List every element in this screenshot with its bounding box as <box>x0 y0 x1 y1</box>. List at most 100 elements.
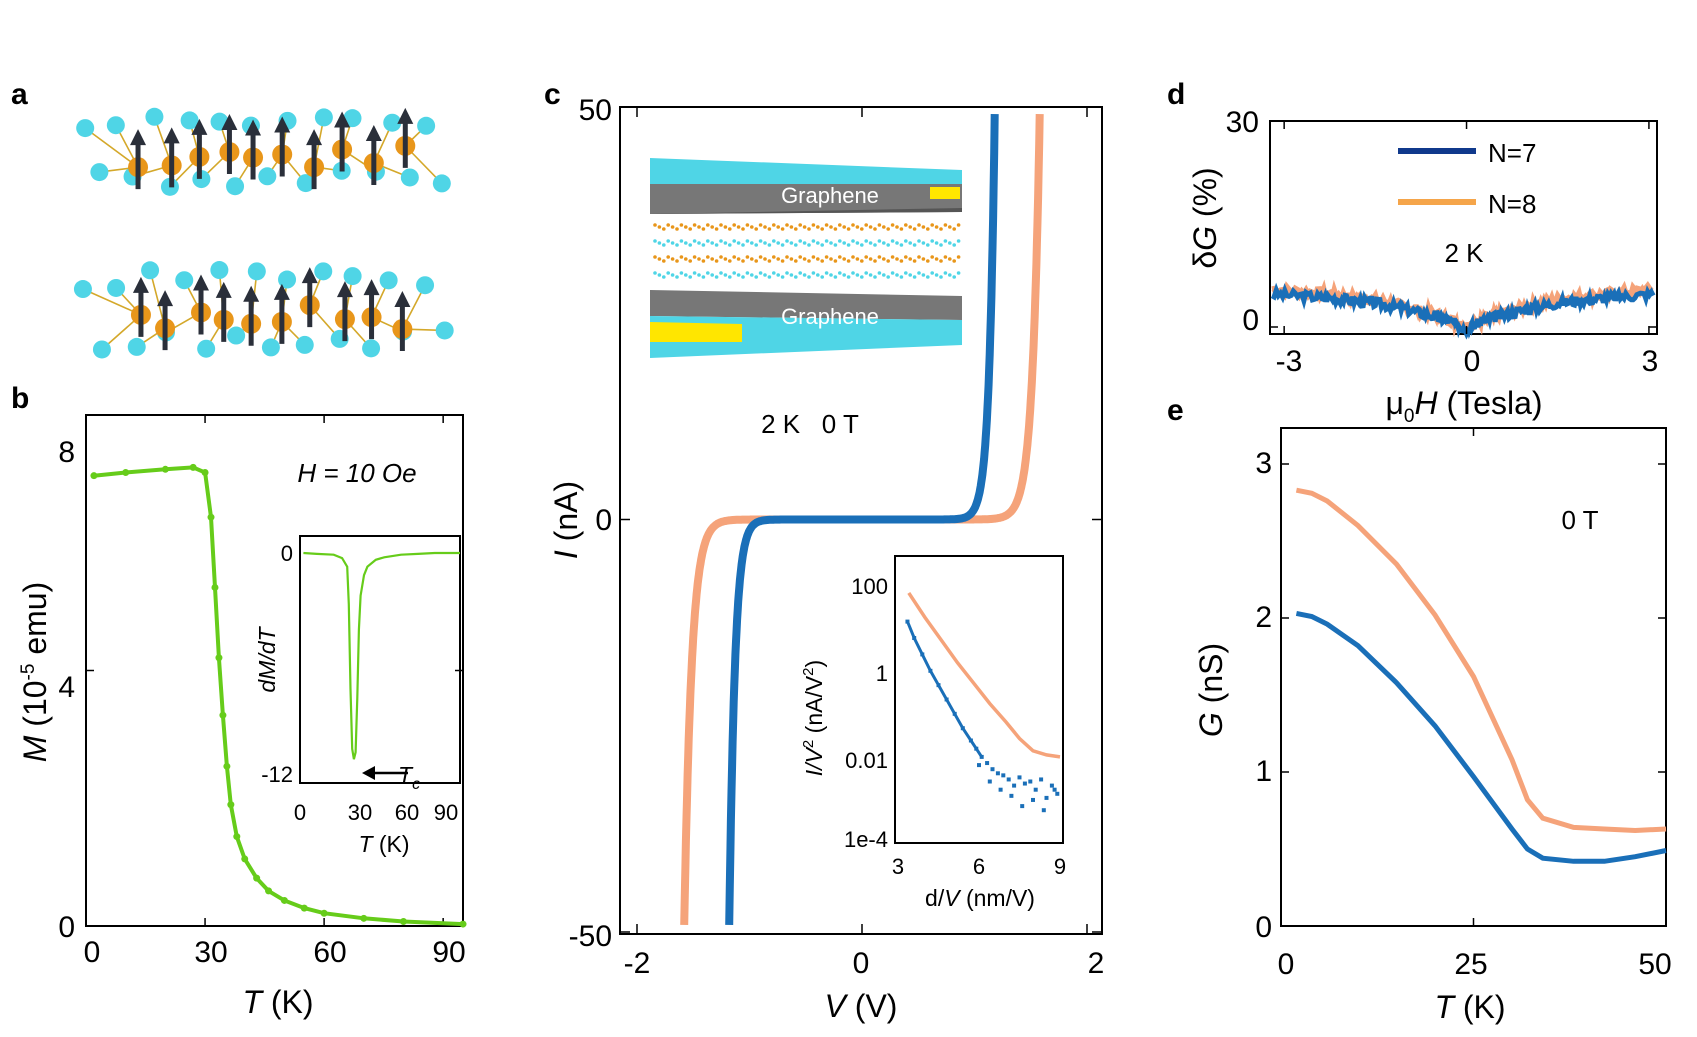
crystal-cyan-atom <box>106 116 125 135</box>
c-inset-xtick-6: 6 <box>973 854 985 879</box>
spin-arrow-head <box>157 290 174 307</box>
device-layer-atom <box>697 225 701 229</box>
device-layer-atom <box>939 243 943 247</box>
device-layer-atom <box>882 257 886 261</box>
panel-label-a: a <box>11 78 28 111</box>
b-data-point <box>233 833 241 841</box>
device-layer-atom <box>679 223 684 227</box>
device-layer-atom <box>794 275 798 279</box>
device-layer-atom <box>750 225 754 229</box>
device-layer-atom <box>956 255 961 259</box>
b-inset-xtick-90: 90 <box>434 800 458 825</box>
device-layer-atom <box>714 259 719 263</box>
b-inset-xtick-0: 0 <box>294 800 306 825</box>
device-layer-atom <box>807 259 811 263</box>
device-layer-atom <box>820 227 824 231</box>
c-ytick-50: 50 <box>579 94 612 127</box>
c-inset-scatter-point <box>995 771 1000 776</box>
device-layer-atom <box>719 271 723 275</box>
b-inset-ytick-0: 0 <box>281 541 293 566</box>
device-layer-atom <box>728 259 732 263</box>
device-layer-atom <box>802 241 807 245</box>
device-layer-atom <box>653 271 657 275</box>
device-layer-atom <box>846 243 851 247</box>
crystal-cyan-atom <box>107 278 126 297</box>
crystal-cyan-atom <box>362 339 381 358</box>
device-layer-atom <box>934 225 939 229</box>
device-layer-atom <box>820 243 824 247</box>
c-inset-series-n8 <box>907 591 1061 759</box>
b-data-point <box>207 513 215 521</box>
device-layer-atom <box>741 243 745 247</box>
d-xtick-m3: -3 <box>1276 345 1303 378</box>
device-layer-atom <box>934 257 939 261</box>
e-ylabel: G (nS) <box>1193 643 1229 737</box>
device-layer-atom <box>732 223 736 227</box>
device-layer-atom <box>860 227 864 231</box>
b-data-point <box>215 654 223 662</box>
panel-label-b: b <box>11 382 29 415</box>
b-inset-tc-label: Tc <box>398 762 420 793</box>
b-xtick-90: 90 <box>432 936 465 969</box>
device-layer-atom <box>899 259 904 263</box>
b-data-point <box>161 465 169 473</box>
device-layer-atom <box>882 273 886 277</box>
device-layer-atom <box>833 259 838 263</box>
device-layer-atom <box>653 239 657 243</box>
crystal-cyan-atom <box>417 116 436 135</box>
b-data-point <box>253 874 261 882</box>
device-layer-atom <box>824 223 829 227</box>
device-layer-atom <box>926 259 930 263</box>
device-layer-atom <box>890 239 895 243</box>
device-layer-atom <box>943 271 948 275</box>
device-layer-atom <box>736 273 741 277</box>
device-layer-atom <box>926 275 930 279</box>
e-ytick-3: 3 <box>1255 447 1272 480</box>
device-layer-atom <box>675 259 679 263</box>
device-layer-atom <box>926 243 930 247</box>
c-inset-scatter-point <box>1009 793 1014 798</box>
device-layer-atom <box>714 227 719 231</box>
device-layer-atom <box>873 259 877 263</box>
c-inset-scatter-point <box>905 619 910 624</box>
device-layer-atom <box>657 225 662 229</box>
device-layer-atom <box>688 275 692 279</box>
device-layer-atom <box>670 257 675 261</box>
crystal-bond <box>82 288 142 316</box>
device-layer-atom <box>917 255 921 259</box>
device-layer-atom <box>917 223 921 227</box>
device-layer-atom <box>948 273 952 277</box>
crystal-cyan-atom <box>379 271 398 290</box>
device-schematic: Graphene Graphene <box>650 158 962 358</box>
spin-arrow-head <box>245 119 262 136</box>
device-layer-atom <box>886 243 890 247</box>
crystal-cyan-atom <box>180 111 199 130</box>
spin-arrow-head <box>306 129 323 146</box>
device-layer-atom <box>886 259 890 263</box>
device-layer-atom <box>776 225 780 229</box>
c-xtick-0: 0 <box>853 947 870 980</box>
crystal-cyan-atom <box>314 108 333 127</box>
c-inset-scatter-point <box>1052 787 1057 792</box>
device-layer-atom <box>890 271 895 275</box>
b-ytick-0: 0 <box>58 911 75 944</box>
top-electrode <box>930 187 960 199</box>
device-layer-atom <box>785 239 789 243</box>
device-layer-atom <box>670 273 675 277</box>
device-layer-atom <box>802 257 807 261</box>
device-layer-atom <box>846 259 851 263</box>
spin-arrow-head <box>365 124 382 141</box>
device-layer-atom <box>780 275 785 279</box>
device-layer-atom <box>930 223 934 227</box>
device-layer-atom <box>829 257 833 261</box>
device-layer-atom <box>811 223 816 227</box>
device-layer-atom <box>692 271 697 275</box>
device-layer-atom <box>829 241 833 245</box>
device-layer-atom <box>732 271 736 275</box>
device-layer-atom <box>930 239 934 243</box>
device-layer-atom <box>802 273 807 277</box>
panel-d-chart: 30 0 -3 0 3 μ0H (Tesla) δG (%) N=7 N=8 2… <box>1187 106 1658 427</box>
c-ytick-0: 0 <box>595 504 612 537</box>
panel-b-chart: 8 4 0 0 30 60 90 T (K) M (10-5 emu) H = … <box>17 414 467 1020</box>
device-layer-atom <box>948 257 952 261</box>
